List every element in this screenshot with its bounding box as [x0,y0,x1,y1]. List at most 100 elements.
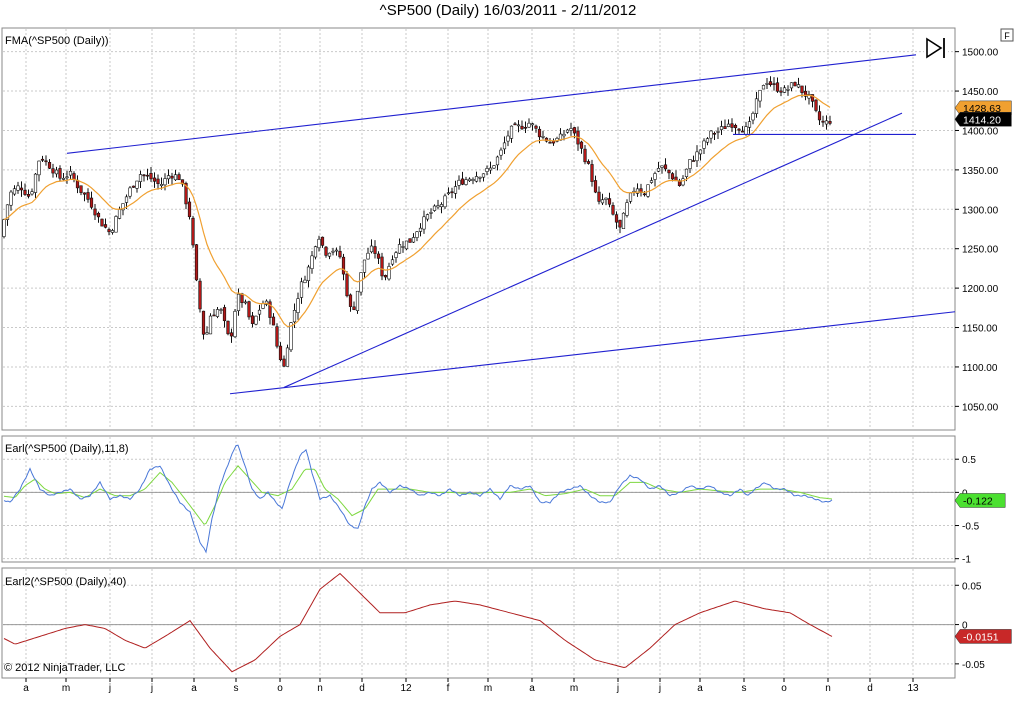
candle-body [243,301,248,304]
candle-body [100,218,104,227]
candle-body [82,192,87,195]
candle-body [495,156,500,166]
candle-body [152,177,157,182]
earl2-panel[interactable] [1,567,956,679]
candle-body [212,314,216,317]
price-y-tick-label: 1300.00 [962,205,999,216]
candle-body [408,238,412,243]
candle-body [2,219,6,237]
candle-body [187,201,192,218]
chart-title: ^SP500 (Daily) 16/03/2011 - 2/11/2012 [379,2,637,19]
candle-body [810,94,815,102]
candle-body [355,290,360,311]
candle-body [439,204,444,208]
candle-body [383,275,388,278]
candle-body [58,168,62,179]
flag-button-label: F [1004,31,1010,41]
candle-body [40,158,45,161]
flag-button[interactable]: F [1000,28,1014,42]
candle-body [635,188,640,194]
candle-body [562,133,566,137]
x-tick-label: m [62,683,70,694]
candle-body [261,303,265,309]
candle-body [33,173,38,193]
candle-body [103,224,108,228]
earl-value-badge-label: -0.122 [963,495,993,507]
fma-line [3,94,831,328]
candle-body [481,173,486,178]
candle-body [219,309,223,311]
x-tick-label: a [191,683,197,694]
candle-body [758,89,762,102]
copyright-text: © 2012 NinjaTrader, LLC [4,662,125,674]
price-y-tick-label: 1400.00 [962,126,999,137]
candle-body [502,142,507,150]
candle-body [453,186,458,194]
earl2-line [3,572,833,673]
candle-body [5,204,10,220]
candle-body [156,178,160,185]
candle-body [803,90,808,97]
earl2-line [3,572,833,673]
candle-body [565,129,570,133]
earl-y-tick-label: -1 [962,555,971,566]
earl-panel[interactable] [1,435,956,563]
candle-body [338,250,342,258]
candle-body [142,174,146,177]
candle-body [397,244,402,254]
x-tick-label: a [23,683,29,694]
candle-body [772,83,776,85]
candle-body [19,187,24,191]
candle-body [446,192,451,195]
candle-body [726,123,731,127]
candle-body [145,174,150,177]
scroll-to-end-icon[interactable] [924,37,948,59]
candle-body [607,198,612,205]
candle-body [625,202,629,216]
candle-body [642,193,647,196]
candle-body [492,165,496,169]
price-candles [2,76,832,367]
candle-body [656,168,661,172]
candle-body [166,175,171,180]
candle-body [54,169,59,175]
candle-body [730,123,734,128]
candle-body [390,259,395,265]
trendlines[interactable] [66,54,956,395]
candle-body [789,82,794,89]
candle-body [257,309,262,315]
price-panel[interactable] [1,27,956,431]
candle-body [44,160,48,163]
candle-body [422,216,426,230]
candle-body [691,160,696,162]
candle-body [814,99,818,111]
price-y-tick-label: 1200.00 [962,284,999,295]
candle-body [583,148,587,163]
trendline-upper-channel [66,54,917,154]
candle-body [47,162,52,169]
candle-body [61,177,66,180]
candle-body [506,135,510,142]
x-tick-label: d [359,683,365,694]
candle-body [222,307,227,322]
candle-body [429,212,433,214]
candle-body [205,332,209,335]
price-panel-title: FMA(^SP500 (Daily)) [5,35,109,47]
candle-body [499,149,503,156]
candle-body [271,316,276,326]
candle-body [296,298,300,313]
candle-body [716,131,720,133]
candle-body [793,81,797,87]
x-tick-label: 12 [400,683,412,694]
candle-body [796,84,801,88]
candle-body [751,112,755,121]
candle-body [474,176,479,182]
candle-body [593,180,598,193]
candle-body [579,141,584,149]
x-tick-label: m [484,683,492,694]
earl2-y-tick-label: 0 [962,621,968,632]
candle-body [107,229,111,233]
candle-body [807,94,811,99]
candle-body [684,168,689,177]
